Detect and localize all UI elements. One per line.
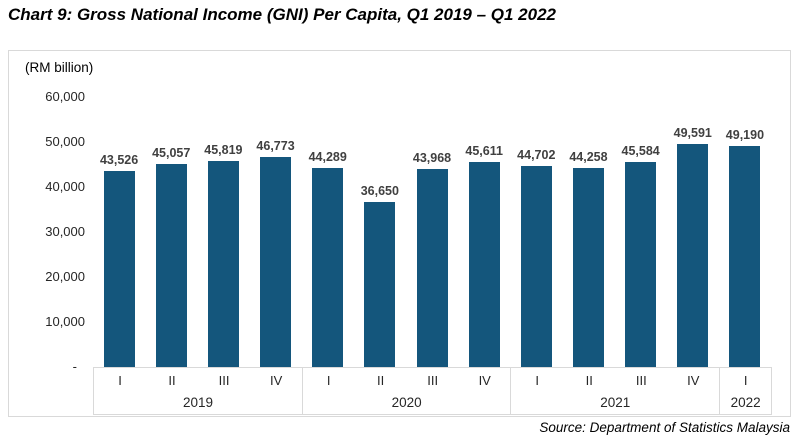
year-label: 2019: [183, 395, 214, 410]
quarter-label: I: [118, 373, 122, 388]
bar: [572, 167, 604, 367]
quarter-label: II: [377, 373, 385, 388]
bar: [260, 156, 292, 367]
bar-value-label: 43,968: [412, 151, 452, 166]
bar: [103, 171, 135, 367]
x-axis-year-group: I II III IV 2021: [510, 367, 721, 415]
quarter-label: IV: [269, 373, 283, 388]
y-tick-label: 30,000: [45, 224, 85, 239]
quarter-label: I: [743, 373, 748, 388]
bar: [207, 160, 239, 367]
bar: [625, 161, 657, 367]
y-tick-label: 60,000: [45, 89, 85, 104]
bar-value-label: 44,258: [569, 149, 608, 164]
bar-value-label: 45,584: [621, 143, 660, 158]
bar: [155, 164, 187, 367]
bar: [729, 145, 761, 367]
bar-value-label: 45,819: [204, 142, 243, 157]
year-label: 2020: [391, 395, 422, 410]
chart-frame: (RM billion) 60,000 50,000 40,000 30,000 20,…: [8, 50, 791, 417]
x-axis-groups: I II III IV 2019 I II III IV 2020 I II III IV 2021 I 202…: [93, 367, 773, 415]
y-tick-label: 20,000: [45, 269, 85, 284]
bar: [312, 167, 344, 367]
x-axis-year-group: I 2022: [718, 367, 773, 415]
bar: [468, 161, 500, 367]
bar: [677, 143, 709, 367]
bar: [364, 202, 396, 367]
y-tick-label: 50,000: [45, 134, 85, 149]
x-axis-year-group: I II III IV 2020: [301, 367, 512, 415]
quarter-label: II: [585, 373, 593, 388]
plot-area: 43,526 45,057 45,819 46,773 44,289 36,650 43,9…: [93, 97, 771, 367]
quarter-label: IV: [478, 373, 491, 388]
bar: [416, 169, 448, 367]
quarter-label: I: [326, 373, 331, 388]
bar-value-label: 36,650: [360, 184, 399, 199]
year-label: 2022: [730, 395, 761, 410]
y-tick-label: 10,000: [45, 314, 85, 329]
bar-value-label: 45,611: [465, 143, 503, 158]
quarter-label: IV: [687, 373, 700, 388]
year-label: 2021: [600, 395, 631, 410]
quarter-label: III: [427, 373, 439, 388]
quarter-label: III: [635, 373, 647, 388]
bar-value-label: 49,190: [725, 127, 765, 142]
quarter-label: I: [535, 373, 540, 388]
bar-value-label: 44,702: [517, 147, 556, 162]
chart-title: Chart 9: Gross National Income (GNI) Per…: [8, 5, 556, 24]
bar-value-label: 44,289: [308, 149, 347, 164]
bar-value-label: 43,526: [99, 153, 139, 168]
source-note: Source: Department of Statistics Malaysi…: [539, 420, 790, 435]
quarter-label: II: [168, 373, 176, 388]
bar: [520, 165, 552, 367]
bar-value-label: 49,591: [673, 125, 712, 140]
x-axis-year-group: I II III IV 2019: [93, 367, 304, 415]
bar-value-label: 46,773: [256, 138, 295, 153]
bar-value-label: 45,057: [152, 146, 191, 161]
y-axis-unit-label: (RM billion): [25, 60, 94, 75]
y-axis: 60,000 50,000 40,000 30,000 20,000 10,000 -: [9, 89, 85, 374]
y-tick-label: -: [72, 359, 77, 374]
quarter-label: III: [218, 373, 230, 388]
y-tick-label: 40,000: [45, 179, 85, 194]
